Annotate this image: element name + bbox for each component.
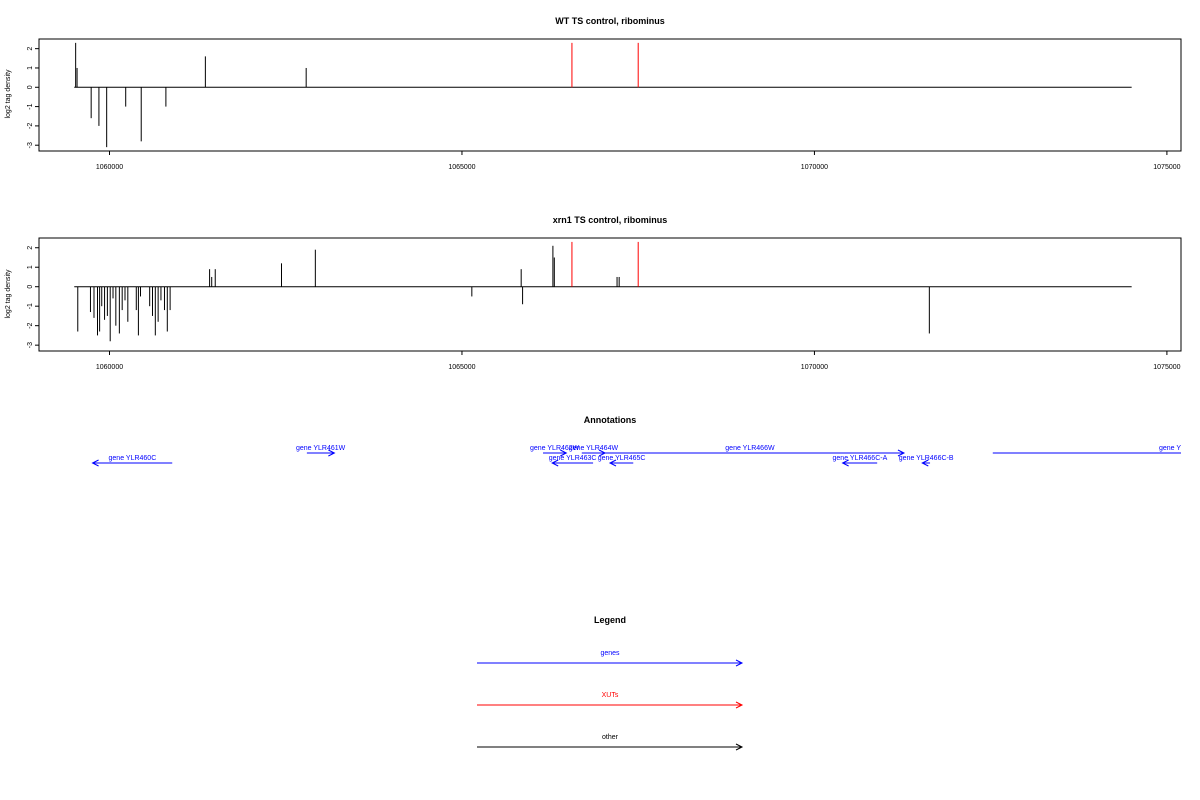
wt-y-tick-label: -2 xyxy=(27,123,34,129)
xrn1-y-tick-label: 2 xyxy=(27,246,34,250)
xrn1-x-tick-label: 1070000 xyxy=(801,364,828,371)
gene-feature: gene YLR465C xyxy=(598,455,646,467)
xrn1-y-ticks: -3 -2 -1 0 1 2 xyxy=(27,246,39,348)
gene-label: gene YLR466C-A xyxy=(833,455,888,462)
wt-y-tick-label: -1 xyxy=(27,103,34,109)
gene-arrowhead xyxy=(551,459,559,467)
xrn1-density-panel: xrn1 TS control, ribominus log2 tag dens… xyxy=(5,215,1182,371)
legend-label: XUTs xyxy=(602,692,619,699)
gene-label: gene YLR466W xyxy=(725,445,775,452)
gene-label: gene YLR464W xyxy=(569,445,619,452)
wt-y-tick-label: 2 xyxy=(27,47,34,51)
wt-y-tick-label: -3 xyxy=(27,142,34,148)
gene-label: gene YLR463C xyxy=(549,455,597,462)
gene-arrowhead xyxy=(841,459,849,467)
legend-entry-other: other xyxy=(477,734,744,751)
gene-label: gene Y xyxy=(1159,445,1181,452)
xrn1-plot-frame xyxy=(38,237,1182,352)
wt-y-ticks: -3 -2 -1 0 1 2 xyxy=(27,47,39,148)
gene-feature: gene YLR462W xyxy=(530,445,580,457)
wt-y-axis-label: log2 tag density xyxy=(5,69,12,119)
annotations-track: Annotations gene YLR460C gene YLR461W gene… xyxy=(91,415,1181,467)
gene-label: gene YLR462W xyxy=(530,445,580,452)
gene-feature: gene YLR466W xyxy=(595,445,906,457)
wt-plot-frame xyxy=(38,38,1182,152)
legend-arrowhead xyxy=(735,659,744,667)
xrn1-x-ticks: 1060000 1065000 1070000 1075000 xyxy=(96,351,1181,371)
xrn1-y-tick-label: -1 xyxy=(27,303,34,309)
xrn1-y-axis-label: log2 tag density xyxy=(5,269,12,319)
gene-arrowhead xyxy=(608,459,617,467)
gene-label: gene YLR460C xyxy=(109,455,157,462)
xrn1-y-tick-label: -2 xyxy=(27,322,34,328)
gene-arrowhead xyxy=(921,459,929,467)
gene-arrowhead xyxy=(328,449,336,457)
wt-x-tick-label: 1070000 xyxy=(801,164,828,171)
gene-arrowhead xyxy=(897,449,906,457)
legend-arrowhead xyxy=(735,701,744,709)
xrn1-density-marks xyxy=(77,241,930,342)
wt-x-tick-label: 1075000 xyxy=(1153,164,1180,171)
gene-arrowhead xyxy=(91,459,99,467)
gene-arrowhead xyxy=(560,449,568,457)
gene-feature: gene YLR461W xyxy=(296,445,346,457)
gene-label: gene YLR465C xyxy=(598,455,646,462)
wt-x-ticks: 1060000 1065000 1070000 1075000 xyxy=(96,151,1181,171)
gene-label: gene YLR461W xyxy=(296,445,346,452)
gene-feature: gene YLR460C xyxy=(91,455,173,467)
wt-x-tick-label: 1060000 xyxy=(96,164,123,171)
gene-label: gene YLR466C-B xyxy=(899,455,954,462)
legend-entry-genes: genes xyxy=(477,650,744,667)
xrn1-y-tick-label: -3 xyxy=(27,342,34,348)
legend-arrowhead xyxy=(735,743,744,751)
xrn1-x-tick-label: 1060000 xyxy=(96,364,123,371)
legend-entry-xuts: XUTs xyxy=(477,692,744,709)
xrn1-y-tick-label: 0 xyxy=(27,285,34,289)
wt-density-marks xyxy=(75,42,639,148)
legend-entries: genes XUTs other xyxy=(477,650,744,751)
legend: Legend genes XUTs other xyxy=(477,615,744,751)
wt-y-tick-label: 0 xyxy=(27,85,34,89)
wt-y-tick-label: 1 xyxy=(27,66,34,70)
legend-title: Legend xyxy=(594,615,626,625)
gene-feature: gene YLR463C xyxy=(549,455,597,467)
gene-feature: gene Y xyxy=(992,445,1181,454)
annotations-title: Annotations xyxy=(584,415,637,425)
gene-feature: gene YLR466C-A xyxy=(833,455,888,467)
xrn1-y-tick-label: 1 xyxy=(27,265,34,269)
xrn1-x-tick-label: 1075000 xyxy=(1153,364,1180,371)
gene-feature: gene YLR466C-B xyxy=(899,455,954,467)
xrn1-panel-title: xrn1 TS control, ribominus xyxy=(553,215,668,225)
xrn1-x-tick-label: 1065000 xyxy=(448,364,475,371)
wt-density-panel: WT TS control, ribominus log2 tag densit… xyxy=(5,16,1182,171)
legend-label: genes xyxy=(600,650,620,657)
wt-x-tick-label: 1065000 xyxy=(448,164,475,171)
wt-panel-title: WT TS control, ribominus xyxy=(555,16,665,26)
legend-label: other xyxy=(602,734,619,741)
